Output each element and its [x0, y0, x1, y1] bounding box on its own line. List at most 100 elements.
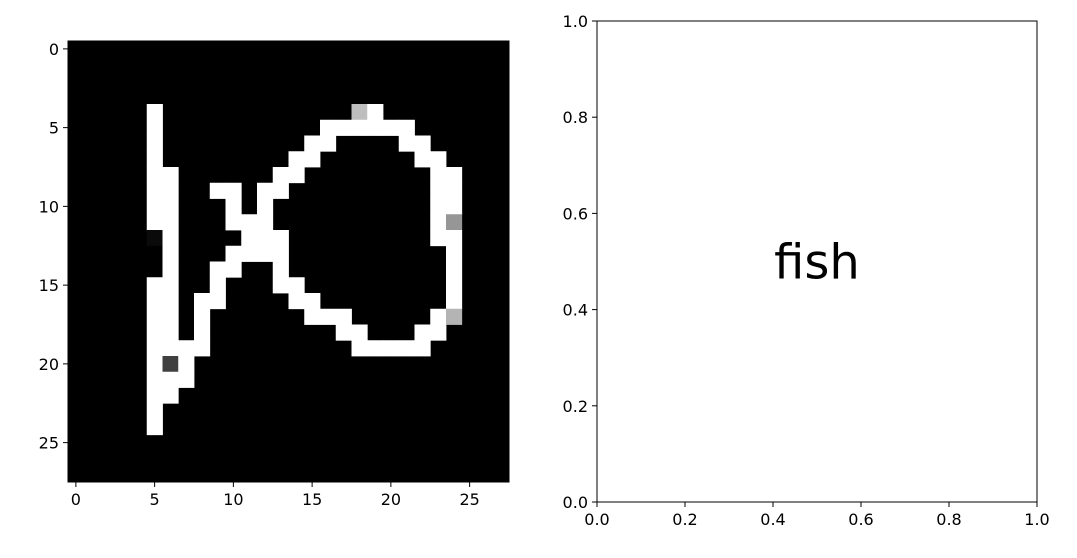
- pixel-cell: [335, 119, 352, 136]
- pixel-cell: [146, 356, 163, 373]
- pixel-cell: [288, 293, 305, 310]
- text-x-axis: 0.0 0.2 0.4 0.6 0.8 1.0: [584, 502, 1050, 529]
- y-tick-label: 20: [39, 355, 59, 374]
- pixel-cell: [367, 104, 384, 121]
- pixel-cell: [257, 230, 274, 247]
- x-tick-label: 15: [302, 490, 322, 509]
- pixel-cell: [241, 214, 258, 231]
- image-x-axis: 0 5 10 15 20 25: [71, 482, 480, 509]
- pixel-cell: [446, 182, 463, 199]
- pixel-cell: [414, 151, 431, 168]
- pixel-cell: [146, 214, 163, 231]
- pixel-cell: [383, 119, 400, 136]
- x-tick-label: 1.0: [1024, 510, 1049, 529]
- pixel-cell: [430, 324, 447, 341]
- pixel-cell: [430, 308, 447, 325]
- pixel-cell: [146, 371, 163, 388]
- x-tick-label: 10: [223, 490, 243, 509]
- pixel-cell: [367, 119, 384, 136]
- pixel-cell: [446, 245, 463, 262]
- pixel-cell: [209, 277, 226, 294]
- pixel-cell: [162, 214, 179, 231]
- y-tick-label: 0.0: [563, 493, 588, 512]
- pixel-cell: [146, 277, 163, 294]
- pixel-cell: [146, 104, 163, 121]
- pixel-cell: [178, 340, 195, 357]
- pixel-cell: [162, 308, 179, 325]
- pixel-cell: [446, 214, 463, 231]
- pixel-cell: [446, 308, 463, 325]
- pixel-cell: [225, 198, 242, 215]
- pixel-cell: [257, 245, 274, 262]
- pixel-cell: [414, 135, 431, 152]
- pixel-cell: [178, 356, 195, 373]
- pixel-cell: [430, 214, 447, 231]
- pixel-cell: [162, 261, 179, 278]
- pixel-cell: [146, 167, 163, 184]
- pixel-cell: [430, 151, 447, 168]
- pixel-cell: [146, 135, 163, 152]
- pixel-cell: [398, 340, 415, 357]
- y-tick-label: 15: [39, 276, 59, 295]
- pixel-cell: [162, 198, 179, 215]
- pixel-cell: [162, 340, 179, 357]
- y-tick-label: 0.4: [563, 301, 588, 320]
- pixel-cell: [225, 245, 242, 262]
- x-tick-label: 0.8: [936, 510, 961, 529]
- pixel-cell: [272, 230, 289, 247]
- pixel-cell: [162, 182, 179, 199]
- pixel-cell: [194, 324, 211, 341]
- pixel-cell: [398, 135, 415, 152]
- pixel-cell: [225, 214, 242, 231]
- pixel-cell: [446, 167, 463, 184]
- pixel-cell: [320, 135, 337, 152]
- text-annotations: fish: [774, 235, 860, 291]
- pixel-cell: [162, 245, 179, 262]
- pixel-cell: [335, 308, 352, 325]
- x-tick-label: 0.0: [584, 510, 609, 529]
- pixel-cell: [351, 119, 368, 136]
- pixel-cell: [209, 182, 226, 199]
- pixel-cell: [272, 182, 289, 199]
- text-panel: 0.0 0.2 0.4 0.6 0.8 1.0 0.0 0.2 0.4 0.6 0.8 1.0 fi…: [563, 12, 1050, 529]
- pixel-cell: [146, 324, 163, 341]
- pixel-cell: [288, 277, 305, 294]
- pixel-cell: [446, 261, 463, 278]
- pixel-cell: [162, 167, 179, 184]
- x-tick-label: 0.6: [848, 510, 873, 529]
- pixel-cell: [414, 340, 431, 357]
- pixel-cell: [288, 151, 305, 168]
- pixel-cell: [304, 135, 321, 152]
- image-pixels: [146, 104, 463, 436]
- y-tick-label: 5: [49, 119, 59, 138]
- x-tick-label: 25: [459, 490, 479, 509]
- pixel-cell: [367, 340, 384, 357]
- x-tick-label: 5: [150, 490, 160, 509]
- y-tick-label: 0: [49, 40, 59, 59]
- pixel-cell: [146, 230, 163, 247]
- pixel-cell: [320, 308, 337, 325]
- pixel-cell: [446, 198, 463, 215]
- pixel-cell: [146, 119, 163, 136]
- pixel-cell: [209, 293, 226, 310]
- text-y-axis: 0.0 0.2 0.4 0.6 0.8 1.0: [563, 12, 597, 512]
- pixel-cell: [430, 182, 447, 199]
- pixel-cell: [320, 119, 337, 136]
- pixel-cell: [225, 261, 242, 278]
- pixel-cell: [162, 371, 179, 388]
- pixel-cell: [209, 261, 226, 278]
- pixel-cell: [272, 277, 289, 294]
- pixel-cell: [304, 151, 321, 168]
- pixel-cell: [304, 308, 321, 325]
- image-y-axis: 0 5 10 15 20 25: [39, 40, 68, 453]
- pixel-cell: [398, 119, 415, 136]
- image-axes-frame: [67, 40, 510, 483]
- pixel-cell: [241, 245, 258, 262]
- x-tick-label: 20: [381, 490, 401, 509]
- pixel-cell: [446, 277, 463, 294]
- pixel-cell: [146, 387, 163, 404]
- x-tick-label: 0.2: [672, 510, 697, 529]
- pixel-cell: [146, 198, 163, 215]
- pixel-cell: [430, 167, 447, 184]
- pixel-cell: [146, 419, 163, 436]
